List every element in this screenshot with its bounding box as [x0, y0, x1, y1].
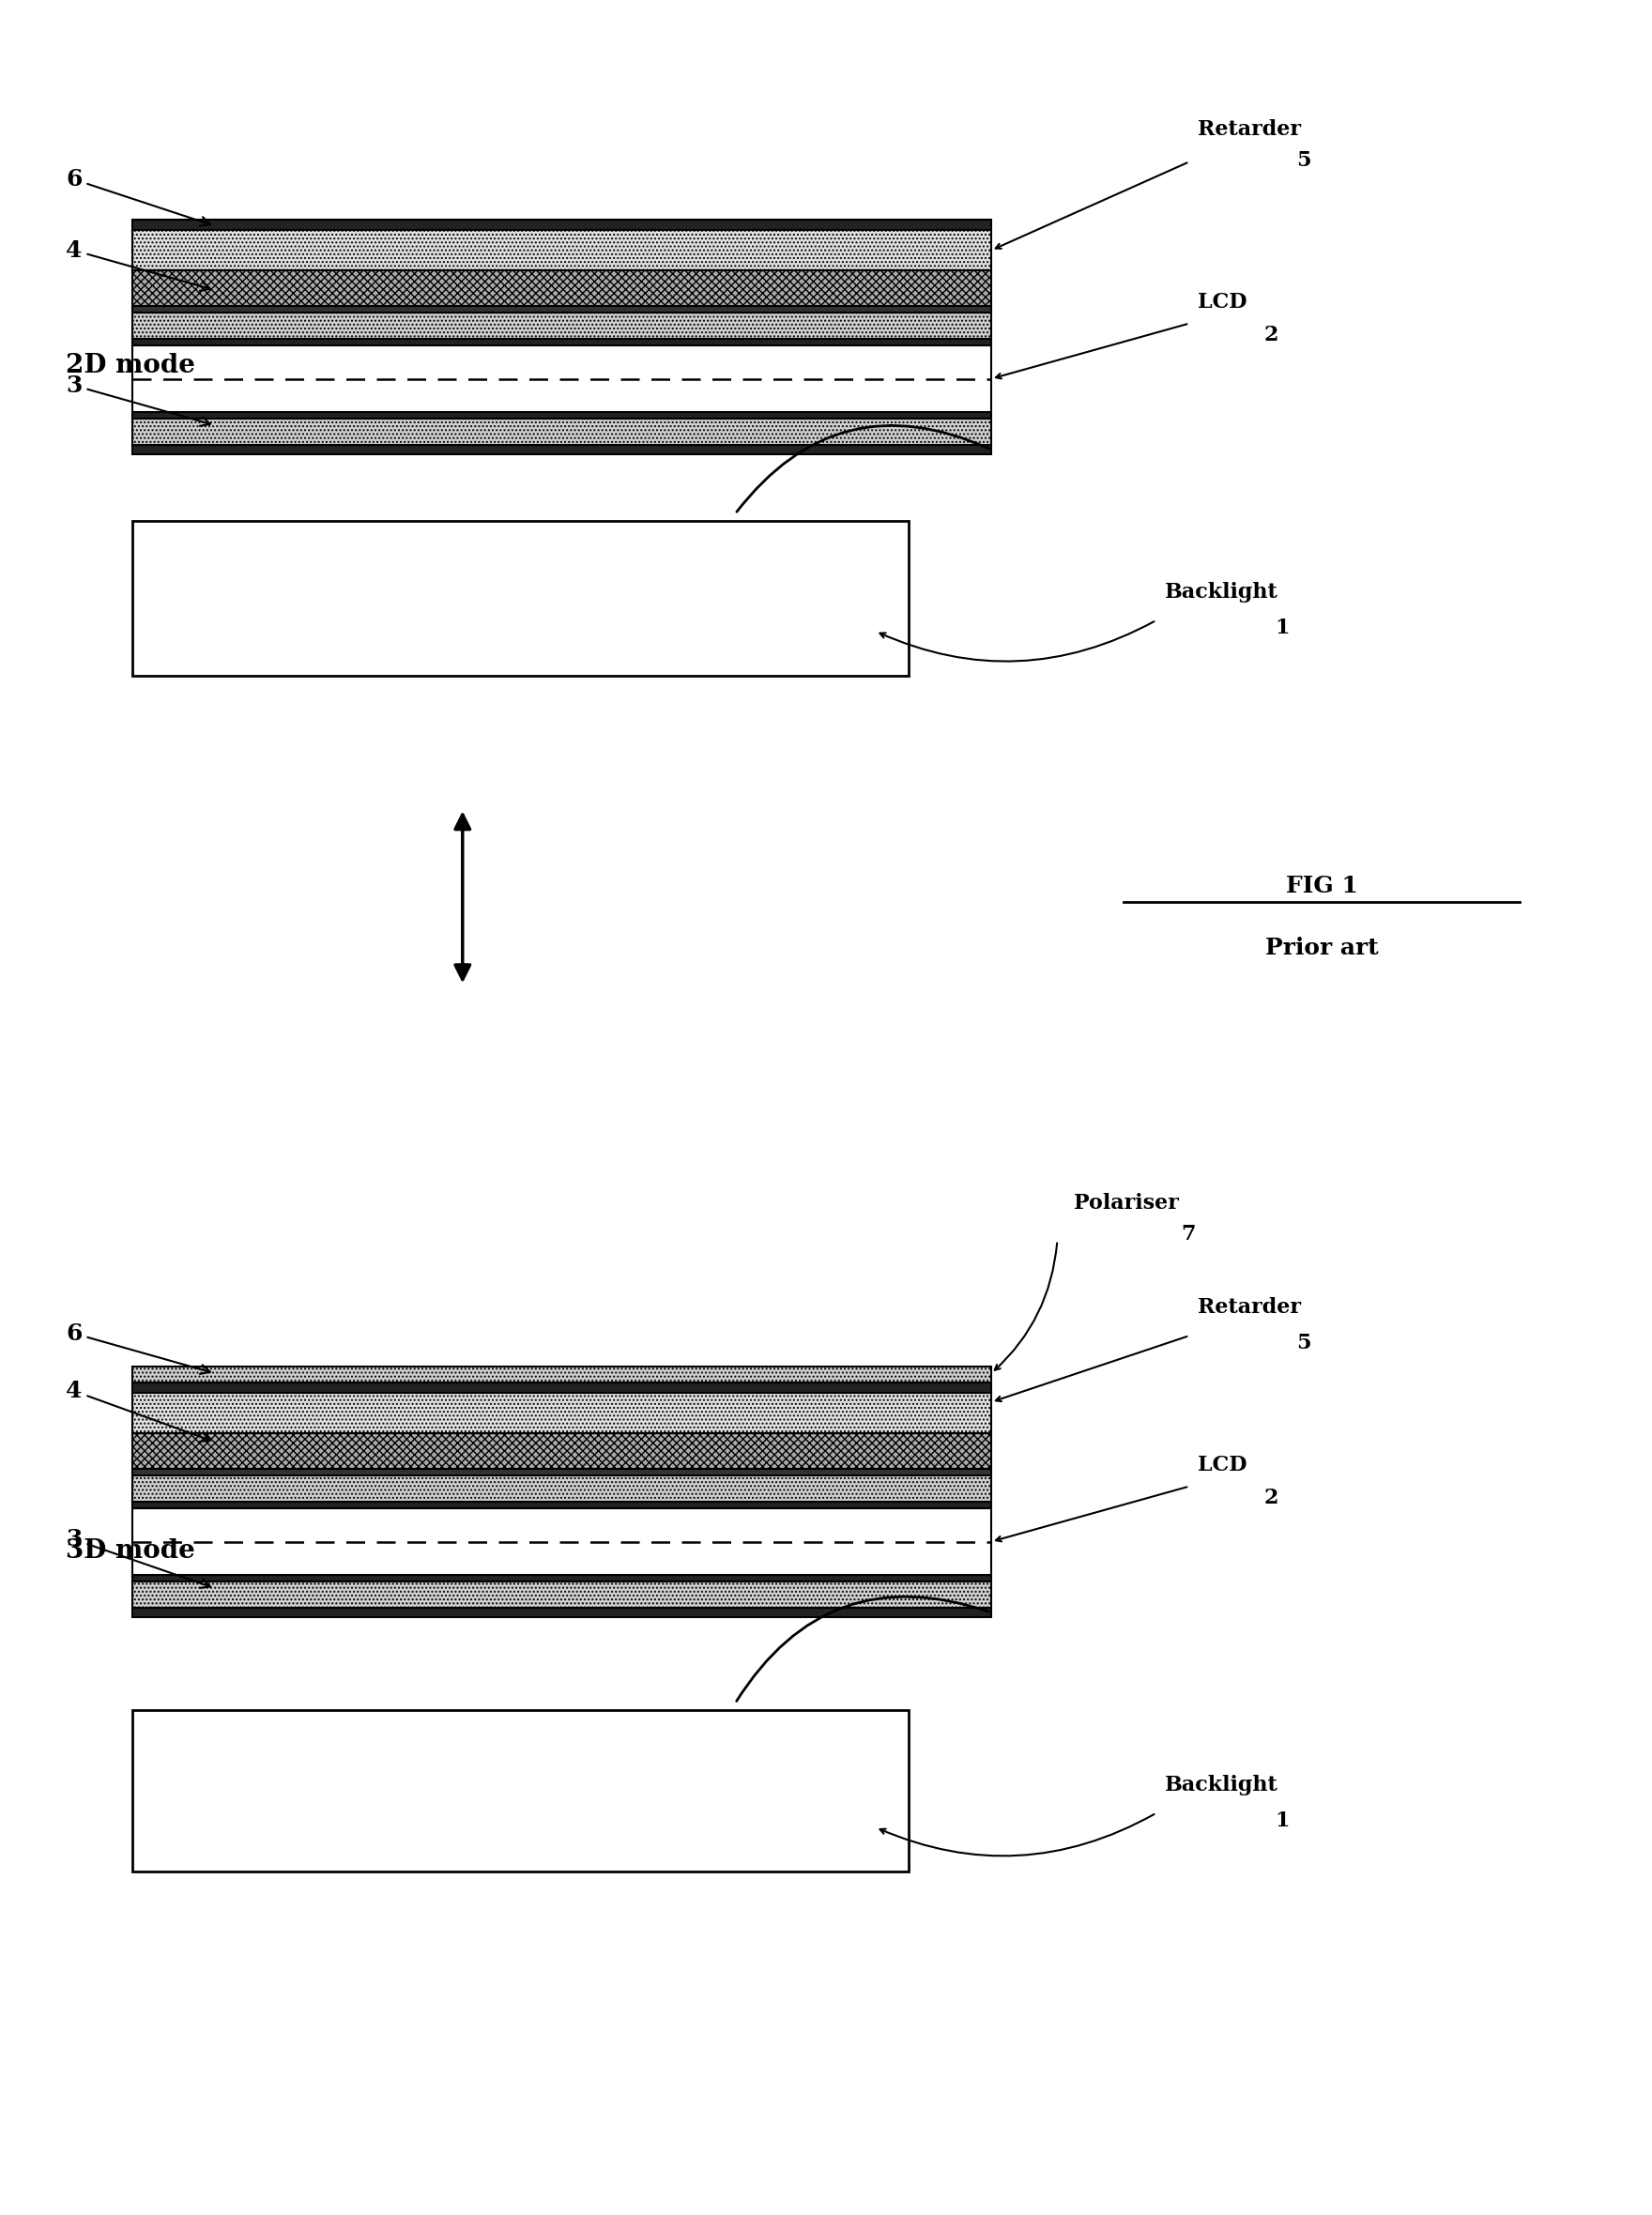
Bar	[132, 346, 991, 412]
Bar	[132, 1608, 991, 1617]
Text: 5: 5	[1297, 1333, 1312, 1353]
Text: Retarder: Retarder	[1198, 1298, 1302, 1318]
Text: Retarder: Retarder	[1198, 120, 1302, 140]
Bar	[132, 312, 991, 339]
Bar	[132, 1367, 991, 1382]
Text: 4: 4	[66, 239, 210, 290]
Bar	[132, 1575, 991, 1582]
Bar	[132, 230, 991, 270]
Text: Backlight: Backlight	[1165, 583, 1279, 602]
Bar	[132, 339, 991, 346]
Text: 6: 6	[66, 1322, 210, 1373]
Text: 2: 2	[1264, 326, 1279, 346]
Text: 4: 4	[66, 1380, 210, 1442]
Bar	[132, 1582, 991, 1608]
Text: FIG 1: FIG 1	[1285, 875, 1358, 897]
Bar	[132, 270, 991, 306]
Bar	[132, 521, 909, 676]
Text: Prior art: Prior art	[1265, 937, 1378, 959]
Bar	[132, 1502, 991, 1508]
Text: 6: 6	[66, 168, 210, 226]
Text: 3D mode: 3D mode	[66, 1537, 195, 1564]
Text: 2: 2	[1264, 1488, 1279, 1508]
Bar	[132, 1710, 909, 1872]
Text: 3: 3	[66, 374, 210, 425]
Text: 2D mode: 2D mode	[66, 352, 195, 379]
Bar	[132, 219, 991, 230]
Bar	[132, 1433, 991, 1469]
Bar	[132, 1469, 991, 1475]
Bar	[132, 419, 991, 445]
Bar	[132, 1508, 991, 1575]
Text: 7: 7	[1181, 1225, 1196, 1245]
Bar	[132, 412, 991, 419]
Bar	[132, 1393, 991, 1433]
Text: LCD: LCD	[1198, 1455, 1247, 1475]
Text: LCD: LCD	[1198, 292, 1247, 312]
Bar	[132, 306, 991, 312]
Text: 1: 1	[1275, 1810, 1290, 1830]
Bar	[132, 445, 991, 454]
Bar	[132, 1382, 991, 1393]
Text: 1: 1	[1275, 618, 1290, 638]
Text: 3: 3	[66, 1528, 210, 1588]
Text: Polariser: Polariser	[1074, 1194, 1180, 1214]
Bar	[132, 1475, 991, 1502]
Text: Backlight: Backlight	[1165, 1774, 1279, 1794]
Text: 5: 5	[1297, 151, 1312, 171]
